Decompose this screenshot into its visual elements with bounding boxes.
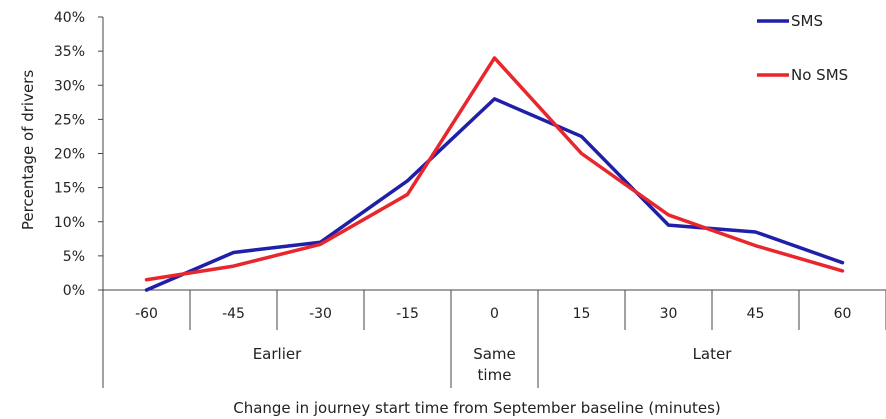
y-tick-labels: 0% 5% 10% 15% 20% 25% 30% 35% 40%	[54, 10, 85, 299]
x-group-label-line: time	[478, 366, 512, 384]
x-tick-label: -30	[309, 306, 332, 322]
legend-label: SMS	[791, 12, 823, 30]
x-group-label-line: Later	[693, 345, 733, 363]
series-lines	[144, 56, 845, 292]
x-group-label-line: Earlier	[253, 345, 302, 363]
x-tick-labels: -60 -45 -30 -15 0 15 30 45 60	[135, 306, 851, 322]
y-axis-title: Percentage of drivers	[19, 70, 37, 231]
chart-axes	[98, 16, 886, 388]
x-tick-label: -45	[222, 306, 245, 322]
x-tick-label: 15	[573, 306, 591, 322]
x-axis-title: Change in journey start time from Septem…	[233, 399, 721, 417]
series-line-sms	[144, 97, 845, 292]
x-tick-label: 0	[490, 306, 499, 322]
x-group-label: Earlier	[253, 345, 302, 363]
y-tick-label: 5%	[63, 249, 85, 265]
y-tick-label: 0%	[63, 283, 85, 299]
y-tick-label: 35%	[54, 44, 85, 60]
x-tick-label: -60	[135, 306, 158, 322]
y-tick-label: 10%	[54, 215, 85, 231]
legend: SMS No SMS	[757, 12, 848, 84]
x-tick-label: -15	[396, 306, 419, 322]
y-tick-label: 30%	[54, 78, 85, 94]
y-tick-label: 25%	[54, 112, 85, 128]
x-group-label: Later	[693, 345, 733, 363]
series-line-no-sms	[144, 56, 845, 282]
x-group-label: Same time	[473, 345, 516, 384]
x-group-labels: Earlier Same time Later	[253, 345, 733, 384]
x-tick-label: 60	[834, 306, 852, 322]
x-tick-label: 30	[660, 306, 678, 322]
y-tick-label: 15%	[54, 181, 85, 197]
y-tick-label: 40%	[54, 10, 85, 26]
x-tick-label: 45	[747, 306, 765, 322]
legend-label: No SMS	[791, 66, 848, 84]
y-tick-label: 20%	[54, 147, 85, 163]
x-group-label-line: Same	[473, 345, 516, 363]
